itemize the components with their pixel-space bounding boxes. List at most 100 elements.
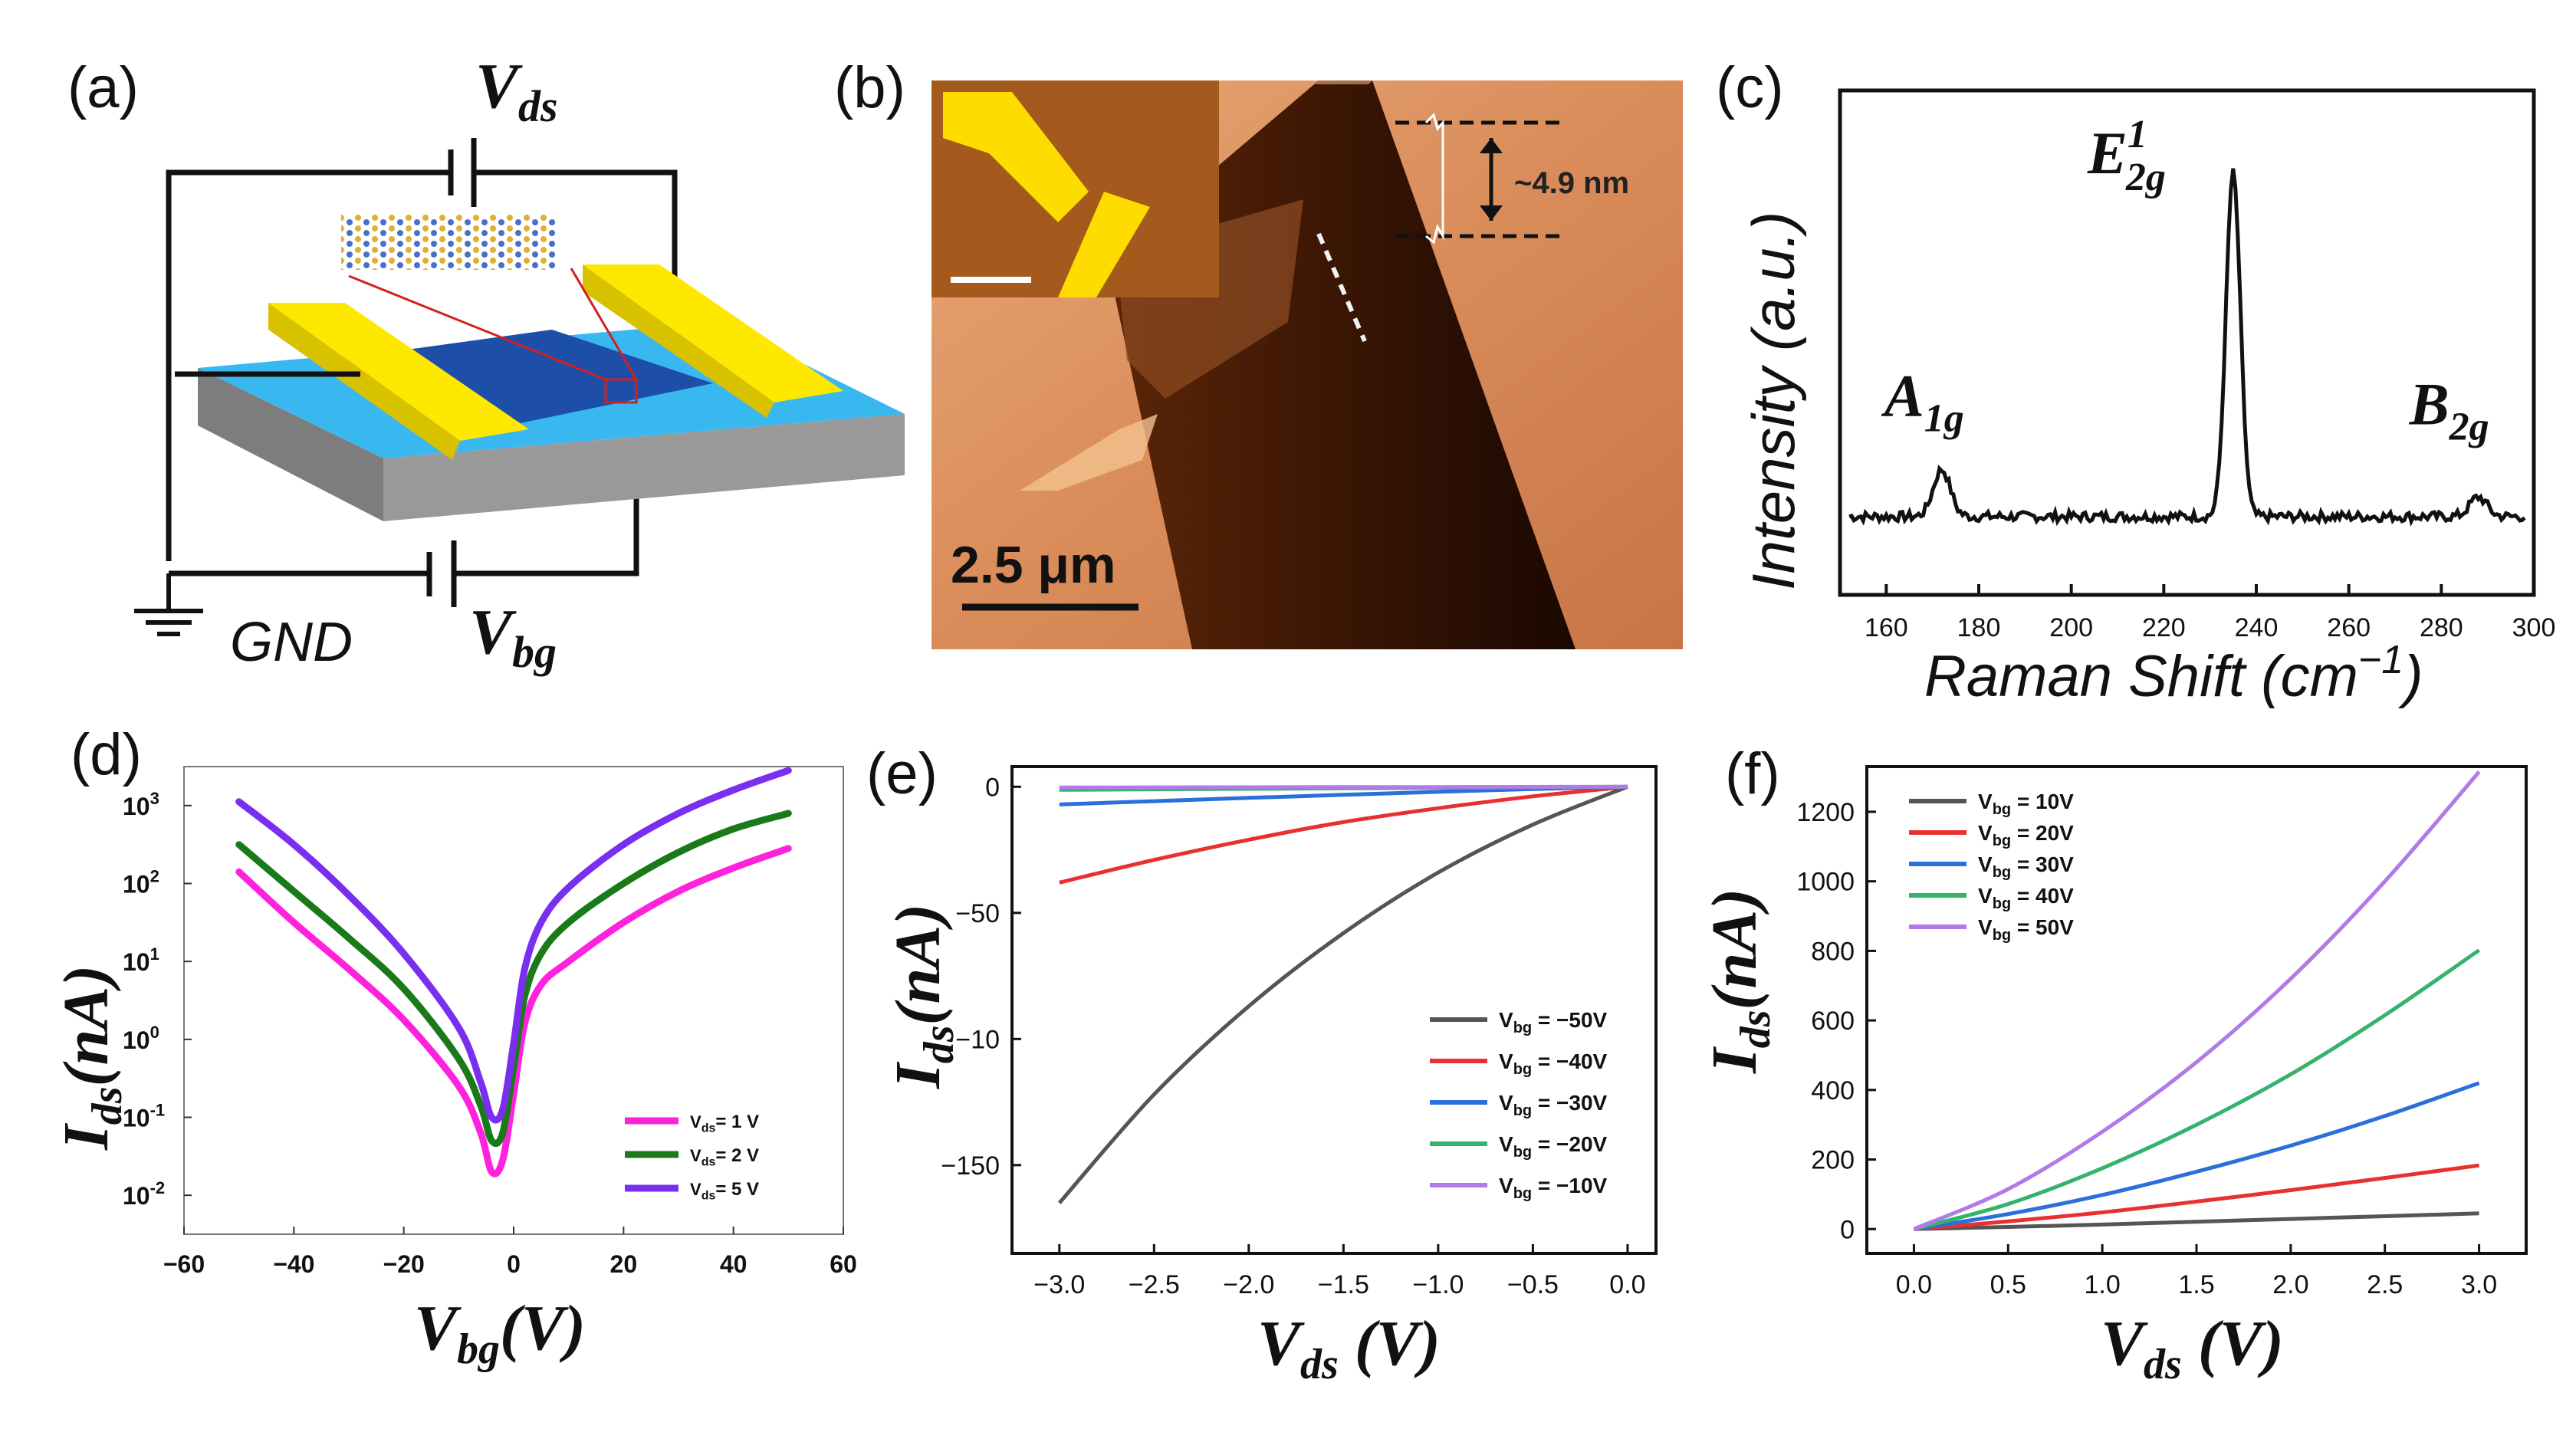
f-x-tick-label: 2.5 — [2367, 1270, 2403, 1299]
raman-x-tick-label: 280 — [2420, 613, 2463, 642]
f-series-line — [1914, 1211, 2479, 1231]
e-x-tick-label: −0.5 — [1507, 1270, 1559, 1299]
d-x-label: Vbg(V) — [414, 1292, 586, 1373]
raman-peak-label: B2g — [2409, 370, 2489, 448]
raman-x-tick-label: 300 — [2512, 613, 2556, 642]
d-y-tick-label: 103 — [123, 789, 159, 820]
e-series — [1057, 784, 1628, 1204]
vds-label: Vds — [475, 51, 558, 131]
f-x-tick-label: 0.0 — [1896, 1270, 1932, 1299]
device-schematic — [175, 215, 905, 521]
f-legend-entry: Vbg = 30V — [1978, 852, 2074, 881]
e-y-tick-label: −50 — [955, 899, 1000, 928]
height-label: ~4.9 nm — [1514, 166, 1629, 200]
f-y-label: Ids(nA) — [1699, 888, 1779, 1074]
substrate-front — [383, 414, 905, 521]
d-x-tick-label: 40 — [720, 1250, 748, 1278]
afm-profile-line — [1316, 232, 1367, 343]
f-y-tick-label: 0 — [1840, 1215, 1855, 1244]
panel-a-label: (a) — [67, 55, 139, 120]
e-x-tick-label: −2.5 — [1129, 1270, 1180, 1299]
d-x-tick-label: 60 — [830, 1250, 857, 1278]
f-x-tick-label: 1.0 — [2085, 1270, 2121, 1299]
ground-icon — [134, 573, 203, 636]
panel-d: (d) −60 −40 −20 0 20 40 60 103 102 101 100 10-1 10-2… — [51, 722, 857, 1373]
electrode-right-side — [583, 264, 774, 418]
e-legend-entry: Vbg = −50V — [1499, 1008, 1608, 1036]
panel-b: (b) ~4.9 nm 2.5 μm — [834, 55, 1683, 649]
d-legend-entry: Vds= 5 V — [690, 1179, 759, 1203]
f-legend-entry: Vbg = 20V — [1978, 821, 2074, 849]
arrow-up-icon — [1480, 138, 1503, 153]
e-y-tick-label: −10 — [955, 1025, 1000, 1054]
d-y-tick-label: 101 — [123, 944, 159, 976]
raman-x-tick-label: 200 — [2049, 613, 2093, 642]
d-series-line — [235, 810, 792, 1147]
panel-f: (f) 0.0 0.5 1.0 1.5 2.0 2.5 3.0 0 200 400 600 800 10… — [1699, 741, 2528, 1388]
raman-peak-label: E1 2g — [2087, 113, 2166, 199]
e-legend-entry: Vbg = −20V — [1499, 1132, 1608, 1161]
f-y-tick-label: 400 — [1811, 1076, 1855, 1105]
panel-e: (e) −3.0 −2.5 −2.0 −1.5 −1.0 −0.5 0.0 0 −50 −10 −1… — [866, 741, 1658, 1388]
d-x-tick-label: 0 — [507, 1250, 521, 1278]
afm-bright-flake — [1020, 414, 1158, 491]
d-series-line — [235, 845, 792, 1177]
electrode-left-side — [268, 303, 460, 460]
arrow-down-icon — [1480, 205, 1503, 221]
gnd-label: GND — [230, 612, 353, 673]
scale-bar-label: 2.5 μm — [951, 536, 1116, 594]
panel-f-label: (f) — [1725, 741, 1780, 806]
wire-bottom-right — [454, 498, 639, 576]
zoom-box — [604, 378, 638, 404]
wire-top-left — [166, 169, 451, 561]
zoom-line — [348, 274, 606, 381]
raman-x-tick-label: 180 — [1957, 613, 2001, 642]
d-legend-entry: Vds= 1 V — [690, 1112, 759, 1135]
panel-c-label: (c) — [1716, 55, 1784, 120]
f-y-tick-label: 200 — [1811, 1146, 1855, 1175]
raman-x-tick-label: 240 — [2235, 613, 2279, 642]
electrode-left — [268, 303, 529, 441]
e-x-tick-label: 0.0 — [1609, 1270, 1645, 1299]
raman-x-ticks: 160 180 200 220 240 260 280 300 — [1865, 584, 2555, 642]
f-x-tick-label: 1.5 — [2178, 1270, 2214, 1299]
panel-e-label: (e) — [866, 741, 938, 806]
raman-x-tick-label: 260 — [2327, 613, 2371, 642]
f-series-line — [1914, 1081, 2480, 1231]
f-y-tick-label: 600 — [1811, 1007, 1855, 1036]
d-legend-entry: Vds= 2 V — [690, 1145, 759, 1169]
d-y-label: Ids(nA) — [51, 965, 131, 1151]
e-series-line — [1057, 784, 1628, 1204]
f-x-tick-label: 2.0 — [2272, 1270, 2308, 1299]
e-x-label: Vds (V) — [1257, 1308, 1441, 1388]
inset-electrode — [1058, 192, 1150, 297]
d-x-tick-label: −40 — [273, 1250, 314, 1278]
f-y-tick-label: 1000 — [1796, 868, 1855, 897]
height-profile — [1424, 113, 1444, 245]
raman-peak-label: A1g — [1881, 363, 1964, 441]
e-y-tick-label: −150 — [941, 1151, 1000, 1181]
d-x-tick-label: −20 — [383, 1250, 425, 1278]
raman-peak-labels: A1g E1 2g B2g — [1881, 113, 2489, 448]
d-y-tick-label: 10-2 — [123, 1178, 165, 1210]
e-y-tick-label: 0 — [985, 773, 1000, 802]
d-x-tick-label: 20 — [610, 1250, 638, 1278]
e-y-label: Ids(nA) — [882, 904, 963, 1089]
f-y-tick-label: 1200 — [1796, 798, 1855, 827]
f-x-tick-label: 0.5 — [1990, 1270, 2026, 1299]
vbg-label: Vbg — [469, 596, 557, 677]
e-legend-entry: Vbg = −30V — [1499, 1091, 1608, 1119]
e-axes: −3.0 −2.5 −2.0 −1.5 −1.0 −0.5 0.0 0 −50 −10 −150 — [941, 773, 1645, 1299]
d-series-line — [235, 767, 792, 1124]
f-x-tick-label: 3.0 — [2461, 1270, 2497, 1299]
d-x-tick-label: −60 — [163, 1250, 205, 1278]
raman-spectrum-line — [1848, 168, 2526, 527]
lattice-structure — [341, 215, 556, 270]
d-legend: Vds= 1 V Vds= 2 V Vds= 5 V — [625, 1112, 759, 1203]
raman-x-label: Raman Shift (cm−1) — [1924, 638, 2423, 709]
panel-a: (a) GND Vds Vbg — [67, 51, 905, 677]
e-legend: Vbg = −50V Vbg = −40V Vbg = −30V Vbg = −20V… — [1430, 1008, 1608, 1202]
substrate-side — [198, 368, 383, 521]
e-x-tick-label: −1.5 — [1318, 1270, 1369, 1299]
